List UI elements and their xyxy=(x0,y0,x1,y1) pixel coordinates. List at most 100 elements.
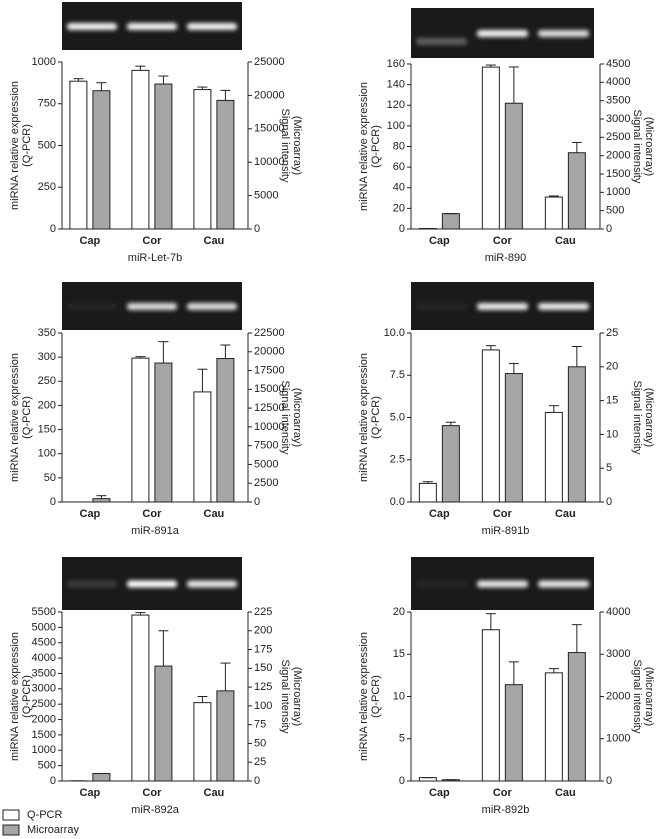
y-axis-label: (Q-PCR) xyxy=(370,396,382,439)
y2-axis-label: Signal intensity xyxy=(279,109,291,183)
y-axis-label: miRNA relative expression xyxy=(358,353,370,482)
y2-tick-label: 200 xyxy=(254,625,272,637)
y-tick-label: 0 xyxy=(399,775,405,787)
y-axis-label: (Q-PCR) xyxy=(21,396,33,439)
y2-tick-label: 15000 xyxy=(254,123,285,135)
y-tick-label: 200 xyxy=(38,399,56,411)
x-tick-label: Cau xyxy=(555,508,576,520)
gel-band xyxy=(67,303,117,310)
x-tick-label: Cau xyxy=(204,787,225,799)
gel-band xyxy=(538,303,589,310)
y2-tick-label: 5 xyxy=(606,462,612,474)
bar xyxy=(92,498,111,503)
y2-tick-label: 20000 xyxy=(254,89,285,101)
gel-band xyxy=(67,580,117,588)
x-tick-label: Cap xyxy=(80,235,101,247)
bar xyxy=(216,99,235,230)
x-tick-label: Cau xyxy=(555,235,576,247)
y-tick-label: 0 xyxy=(50,496,56,508)
bar xyxy=(131,69,150,230)
y2-axis-label: Signal intensity xyxy=(631,660,643,734)
gel-band xyxy=(477,30,528,37)
y-axis-label: miRNA relative expression xyxy=(9,632,21,761)
x-tick-label: Cor xyxy=(142,787,162,799)
y2-tick-label: 25 xyxy=(254,756,266,768)
y2-tick-label: 0 xyxy=(606,496,612,508)
bar xyxy=(216,690,235,782)
panel: 025050075010000500010000150002000025000m… xyxy=(9,2,303,264)
gel-band xyxy=(67,23,117,30)
y-tick-label: 160 xyxy=(387,58,405,70)
y2-tick-label: 125 xyxy=(254,681,272,693)
y-tick-label: 5.0 xyxy=(390,411,405,423)
y-tick-label: 2500 xyxy=(32,698,56,710)
y2-axis-label: Signal intensity xyxy=(279,381,291,455)
y-axis-label: miRNA relative expression xyxy=(9,353,21,482)
y2-tick-label: 17500 xyxy=(254,364,285,376)
bar xyxy=(131,614,150,782)
y2-tick-label: 20000 xyxy=(254,346,285,358)
gel-band xyxy=(127,303,177,310)
x-tick-label: Cau xyxy=(204,508,225,520)
y2-tick-label: 4500 xyxy=(606,58,630,70)
y2-tick-label: 0 xyxy=(606,775,612,787)
chart-title: miR-Let-7b xyxy=(128,252,182,264)
bar xyxy=(567,152,586,230)
bar xyxy=(193,391,212,503)
y-tick-label: 15 xyxy=(393,648,405,660)
x-tick-label: Cap xyxy=(80,787,101,799)
bar xyxy=(154,665,173,782)
y2-tick-label: 2500 xyxy=(606,131,630,143)
bar xyxy=(154,83,173,230)
y2-tick-label: 3000 xyxy=(606,113,630,125)
y2-tick-label: 150 xyxy=(254,662,272,674)
bar xyxy=(92,90,111,230)
x-tick-label: Cau xyxy=(555,787,576,799)
bar xyxy=(154,362,173,503)
y-tick-label: 140 xyxy=(387,79,405,91)
y2-axis-label: (Microarray) xyxy=(291,388,303,447)
y2-axis-label: Signal intensity xyxy=(631,110,643,184)
gel-band xyxy=(127,23,177,30)
y-axis-label: (Q-PCR) xyxy=(370,675,382,718)
x-tick-label: Cap xyxy=(80,508,101,520)
bar xyxy=(567,366,586,503)
y2-tick-label: 5000 xyxy=(254,190,278,202)
y2-tick-label: 1000 xyxy=(606,186,630,198)
y-tick-label: 120 xyxy=(387,99,405,111)
x-tick-label: Cor xyxy=(493,235,513,247)
gel-band xyxy=(477,580,528,588)
y2-tick-label: 175 xyxy=(254,643,272,655)
chart-title: miR-890 xyxy=(485,252,527,264)
y2-tick-label: 25 xyxy=(606,327,618,339)
y2-tick-label: 10 xyxy=(606,428,618,440)
y-tick-label: 3500 xyxy=(32,667,56,679)
gel-band xyxy=(187,580,237,588)
bar xyxy=(504,102,523,230)
bar xyxy=(418,482,437,503)
y-tick-label: 3000 xyxy=(32,683,56,695)
y2-tick-label: 3000 xyxy=(606,648,630,660)
bar xyxy=(216,358,235,503)
y2-tick-label: 25000 xyxy=(254,56,285,68)
y-tick-label: 5500 xyxy=(32,606,56,618)
y-axis-label: miRNA relative expression xyxy=(9,81,21,210)
chart-title: miR-892b xyxy=(482,804,530,816)
y-tick-label: 50 xyxy=(44,472,56,484)
x-tick-label: Cap xyxy=(429,508,450,520)
y2-tick-label: 50 xyxy=(254,737,266,749)
y-tick-label: 100 xyxy=(38,448,56,460)
y-axis-label: (Q-PCR) xyxy=(370,125,382,168)
x-tick-label: Cap xyxy=(429,787,450,799)
y2-tick-label: 0 xyxy=(254,223,260,235)
y2-tick-label: 2500 xyxy=(254,477,278,489)
y-tick-label: 100 xyxy=(387,120,405,132)
y-axis-label: (Q-PCR) xyxy=(21,675,33,718)
y2-axis-label: (Microarray) xyxy=(291,116,303,175)
y-tick-label: 0 xyxy=(50,775,56,787)
y2-tick-label: 10000 xyxy=(254,156,285,168)
y-tick-label: 10 xyxy=(393,690,405,702)
y-tick-label: 10.0 xyxy=(384,327,405,339)
y-tick-label: 250 xyxy=(38,375,56,387)
y-tick-label: 350 xyxy=(38,327,56,339)
